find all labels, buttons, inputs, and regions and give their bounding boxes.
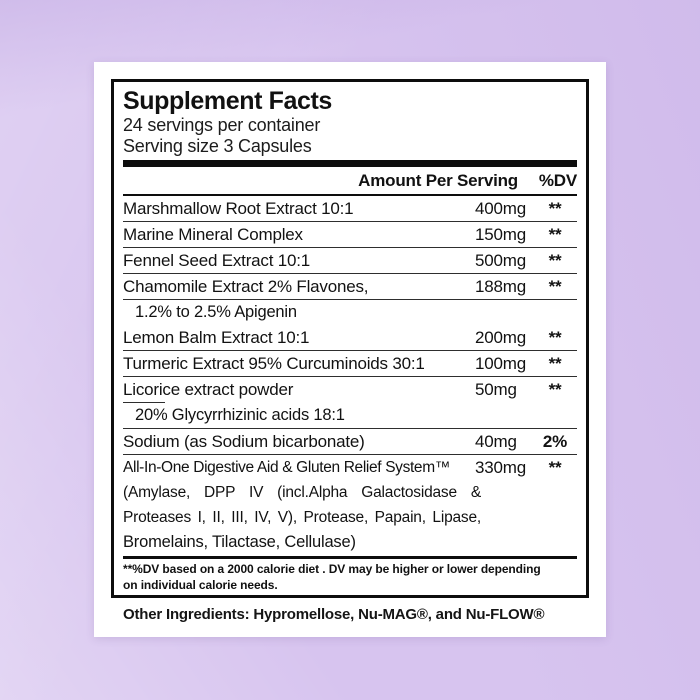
ingredient-name: Licorice extract powder — [123, 380, 294, 399]
ingredient-name: Marine Mineral Complex — [123, 225, 303, 244]
dv-value: ** — [548, 277, 562, 296]
dv-value: ** — [548, 354, 562, 373]
table-row: Chamomile Extract 2% Flavones, 188mg ** 1.2… — [123, 273, 577, 325]
row-main-line: Licorice extract powder 50mg ** — [123, 377, 577, 402]
footnote-line-1: **%DV based on a 2000 calorie diet . DV … — [123, 562, 541, 576]
label-card: Supplement Facts 24 servings per contain… — [94, 62, 606, 637]
column-headers: Amount Per Serving %DV — [123, 169, 577, 196]
table-row: Lemon Balm Extract 10:1 200mg ** — [123, 325, 577, 350]
dv-value: ** — [548, 458, 562, 477]
dv-header: %DV — [538, 171, 577, 190]
row-divider — [123, 299, 577, 300]
supplement-facts-panel: Supplement Facts 24 servings per contain… — [111, 79, 589, 598]
dv-value: ** — [548, 251, 562, 270]
amount-value: 200mg — [475, 328, 526, 347]
amount-value: 188mg — [475, 277, 526, 296]
amount-value: 50mg — [475, 380, 517, 399]
ingredient-name: Marshmallow Root Extract 10:1 — [123, 199, 354, 218]
servings-per-container: 24 servings per container — [123, 115, 321, 135]
ingredient-name: Chamomile Extract 2% Flavones, — [123, 277, 369, 296]
row-main-line: All-In-One Digestive Aid & Gluten Relief… — [123, 455, 577, 480]
amount-value: 150mg — [475, 225, 526, 244]
ingredient-name: Turmeric Extract 95% Curcuminoids 30:1 — [123, 354, 425, 373]
table-row: Licorice extract powder 50mg ** 20% Glycyrr… — [123, 376, 577, 428]
table-row: All-In-One Digestive Aid & Gluten Relief… — [123, 454, 577, 555]
amount-value: 400mg — [475, 199, 526, 218]
ingredient-name: All-In-One Digestive Aid & Gluten Relief… — [123, 459, 450, 476]
footnote: **%DV based on a 2000 calorie diet . DV … — [123, 556, 577, 593]
row-main-line: Fennel Seed Extract 10:1 500mg ** — [123, 248, 577, 273]
ingredient-sub-line: 1.2% to 2.5% Apigenin — [135, 303, 297, 321]
ingredient-sub-line: Proteases I, II, III, IV, V), Protease, … — [123, 509, 481, 526]
table-row: Fennel Seed Extract 10:1 500mg ** — [123, 247, 577, 273]
row-main-line: Sodium (as Sodium bicarbonate) 40mg 2% — [123, 429, 577, 454]
table-row: Marshmallow Root Extract 10:1 400mg ** — [123, 196, 577, 221]
panel-title: Supplement Facts — [123, 87, 332, 115]
amount-value: 500mg — [475, 251, 526, 270]
row-main-line: Lemon Balm Extract 10:1 200mg ** — [123, 325, 577, 350]
dv-value: ** — [548, 225, 562, 244]
row-main-line: Marine Mineral Complex 150mg ** — [123, 222, 577, 247]
dv-value: ** — [548, 328, 562, 347]
amount-value: 330mg — [475, 458, 526, 477]
amount-per-serving-header: Amount Per Serving — [358, 171, 518, 190]
thick-divider — [123, 160, 577, 167]
amount-value: 100mg — [475, 354, 526, 373]
row-main-line: Chamomile Extract 2% Flavones, 188mg ** — [123, 274, 577, 299]
footnote-line-2: on individual calorie needs. — [123, 577, 278, 592]
amount-value: 40mg — [475, 432, 517, 451]
row-divider-stub — [123, 402, 165, 403]
facts-rows: Marshmallow Root Extract 10:1 400mg ** Mari… — [123, 196, 577, 555]
dv-value: 2% — [542, 432, 568, 451]
ingredient-name: Fennel Seed Extract 10:1 — [123, 251, 311, 270]
ingredient-name: Sodium (as Sodium bicarbonate) — [123, 432, 365, 451]
other-ingredients: Other Ingredients: Hypromellose, Nu-MAG®… — [123, 606, 545, 623]
ingredient-name: Lemon Balm Extract 10:1 — [123, 328, 310, 347]
dv-value: ** — [548, 380, 562, 399]
table-row: Sodium (as Sodium bicarbonate) 40mg 2% — [123, 428, 577, 454]
row-main-line: Turmeric Extract 95% Curcuminoids 30:1 10… — [123, 351, 577, 376]
ingredient-sub-line: 20% Glycyrrhizinic acids 18:1 — [135, 406, 345, 424]
table-row: Marine Mineral Complex 150mg ** — [123, 221, 577, 247]
row-main-line: Marshmallow Root Extract 10:1 400mg ** — [123, 196, 577, 221]
dv-value: ** — [548, 199, 562, 218]
ingredient-sub-line: (Amylase, DPP IV (incl.Alpha Galactosida… — [123, 484, 481, 501]
serving-size: Serving size 3 Capsules — [123, 136, 312, 156]
ingredient-sub-line: Bromelains, Tilactase, Cellulase) — [123, 533, 356, 551]
table-row: Turmeric Extract 95% Curcuminoids 30:1 10… — [123, 350, 577, 376]
